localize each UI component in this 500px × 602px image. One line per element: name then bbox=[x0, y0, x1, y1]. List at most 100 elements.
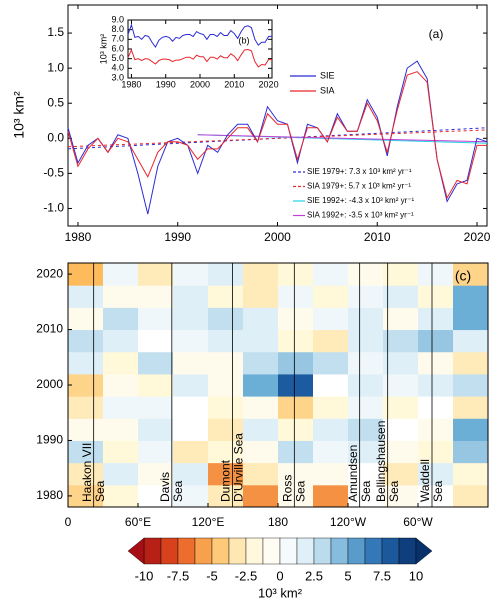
heat-cell bbox=[173, 329, 209, 353]
colorbar-segment bbox=[245, 537, 264, 565]
heat-cell bbox=[208, 396, 244, 419]
colorbar-segment bbox=[313, 537, 332, 565]
heat-cell bbox=[278, 329, 314, 353]
series-line bbox=[127, 48, 272, 68]
heat-cell bbox=[313, 396, 349, 419]
heat-cell bbox=[313, 373, 349, 397]
heat-cell bbox=[383, 263, 419, 286]
heat-cell bbox=[138, 396, 174, 419]
heat-cell bbox=[348, 396, 384, 419]
x-tick-label: 60°E bbox=[125, 515, 151, 529]
trend-line bbox=[67, 127, 488, 150]
heat-cell bbox=[453, 307, 489, 331]
heat-cell bbox=[453, 484, 489, 508]
heat-cell bbox=[278, 484, 314, 508]
heat-cell bbox=[173, 373, 209, 397]
y-tick-label: 1980 bbox=[36, 488, 63, 502]
heat-cell bbox=[418, 263, 454, 286]
heat-cell bbox=[68, 396, 104, 419]
heat-cell bbox=[243, 462, 279, 486]
sea-label: Davis bbox=[158, 472, 172, 502]
heat-cell bbox=[418, 418, 454, 441]
colorbar-tick-label: -5 bbox=[206, 568, 218, 583]
sea-label: Sea bbox=[387, 480, 401, 502]
heat-cell bbox=[138, 285, 174, 308]
heat-cell bbox=[208, 263, 244, 286]
heat-cell bbox=[138, 307, 174, 331]
plot-frame bbox=[127, 19, 273, 79]
y-tick-label: 2010 bbox=[36, 322, 63, 336]
heat-cell bbox=[453, 462, 489, 486]
panel-label: (b) bbox=[239, 35, 250, 45]
heat-cell bbox=[313, 263, 349, 286]
colorbar-segment bbox=[194, 537, 213, 565]
colorbar-segment bbox=[143, 537, 162, 565]
heat-cell bbox=[68, 373, 104, 397]
heat-cell bbox=[453, 440, 489, 464]
heat-cell bbox=[278, 351, 314, 375]
y-tick-label: 1.5 bbox=[47, 25, 64, 39]
heat-cell bbox=[208, 462, 244, 486]
heat-cell bbox=[383, 307, 419, 331]
panel-label: (c) bbox=[455, 268, 471, 284]
heat-cell bbox=[278, 373, 314, 397]
heat-cell bbox=[418, 285, 454, 308]
y-tick-label: 9.0 bbox=[111, 14, 124, 24]
heat-cell bbox=[208, 440, 244, 464]
heat-cell bbox=[453, 285, 489, 308]
trend-line bbox=[197, 134, 488, 143]
sea-label: Waddell bbox=[418, 459, 432, 502]
colorbar-tick-label: 2.5 bbox=[305, 568, 323, 583]
heat-cell bbox=[383, 396, 419, 419]
heat-cell bbox=[138, 263, 174, 286]
x-tick-label: 2000 bbox=[190, 79, 210, 89]
heat-cell bbox=[383, 351, 419, 375]
x-tick-label: 1990 bbox=[164, 230, 191, 244]
heat-cell bbox=[348, 484, 384, 508]
heat-cell bbox=[103, 307, 139, 331]
legend-label: SIE bbox=[320, 70, 335, 80]
colorbar-segment bbox=[296, 537, 315, 565]
colorbar-segment bbox=[279, 537, 298, 565]
x-tick-label: 1980 bbox=[121, 79, 141, 89]
heat-cell bbox=[138, 484, 174, 508]
heat-cell bbox=[173, 440, 209, 464]
heat-cell bbox=[278, 440, 314, 464]
heat-cell bbox=[173, 285, 209, 308]
heat-cell bbox=[453, 329, 489, 353]
y-tick-label: 3.0 bbox=[111, 72, 124, 82]
y-tick-label: -1.0 bbox=[43, 201, 64, 215]
heat-cell bbox=[173, 396, 209, 419]
sea-label: Sea bbox=[93, 480, 107, 502]
heat-cell bbox=[383, 285, 419, 308]
colorbar-segment bbox=[211, 537, 230, 565]
sea-label: Sea bbox=[294, 480, 308, 502]
y-tick-label: 4.0 bbox=[111, 63, 124, 73]
y-tick-label: 2020 bbox=[36, 266, 63, 280]
heat-cell bbox=[313, 484, 349, 508]
heat-cell bbox=[418, 396, 454, 419]
heat-cell bbox=[173, 462, 209, 486]
colorbar-arrow bbox=[415, 537, 433, 565]
heat-cell bbox=[243, 418, 279, 441]
heat-cell bbox=[453, 396, 489, 419]
colorbar-tick-label: 5 bbox=[344, 568, 351, 583]
heat-cell bbox=[103, 263, 139, 286]
colorbar-segment bbox=[330, 537, 349, 565]
heat-cell bbox=[313, 462, 349, 486]
heat-cell bbox=[243, 351, 279, 375]
heat-cell bbox=[68, 329, 104, 353]
y-tick-label: 6.0 bbox=[111, 43, 124, 53]
heat-cell bbox=[348, 285, 384, 308]
y-tick-label: 0.0 bbox=[47, 130, 64, 144]
heat-cell bbox=[278, 285, 314, 308]
heat-cell bbox=[103, 396, 139, 419]
heat-cell bbox=[313, 418, 349, 441]
heat-cell bbox=[243, 484, 279, 508]
y-tick-label: 2000 bbox=[36, 377, 63, 391]
heat-cell bbox=[68, 484, 104, 508]
heat-cell bbox=[383, 329, 419, 353]
heat-cell bbox=[348, 351, 384, 375]
colorbar-tick-label: -2.5 bbox=[235, 568, 257, 583]
